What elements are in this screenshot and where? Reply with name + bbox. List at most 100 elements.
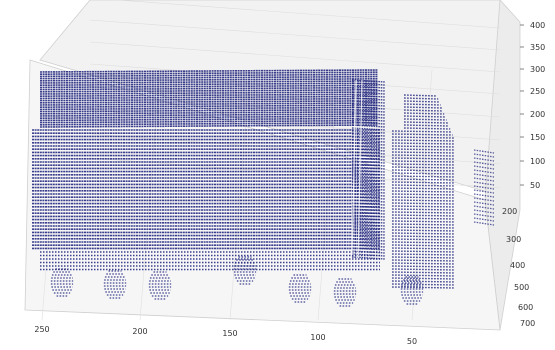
scan-line <box>351 196 386 200</box>
scan-line <box>39 124 379 128</box>
scan-line <box>39 84 379 89</box>
scan-line <box>351 238 386 242</box>
scan-line <box>351 115 386 119</box>
scan-line <box>351 226 386 230</box>
scan-line <box>351 211 386 215</box>
scan-line <box>351 106 386 110</box>
scan-line <box>473 153 495 158</box>
scan-line <box>391 142 456 145</box>
x-tick-label: 250 <box>34 325 49 334</box>
scan-line <box>391 184 456 187</box>
y-tick-label: 400 <box>510 261 525 270</box>
scan-line <box>391 283 456 286</box>
point-cloud <box>32 69 495 307</box>
scan-line <box>351 220 386 224</box>
scan-line <box>39 122 379 126</box>
scan-line <box>391 274 456 277</box>
scan-line <box>391 253 456 256</box>
scan-line <box>391 136 454 139</box>
scan-line <box>403 121 448 124</box>
scan-line <box>39 97 379 102</box>
scan-line <box>473 157 495 162</box>
scan-line <box>351 244 386 248</box>
scan-line <box>39 115 379 119</box>
scan-line <box>391 211 456 214</box>
scan-line <box>39 95 379 100</box>
scan-line <box>391 175 456 178</box>
scan-line <box>391 226 456 229</box>
scan-line <box>39 106 379 111</box>
scan-line <box>351 229 386 233</box>
scan-line <box>39 89 379 93</box>
scan-line <box>391 193 456 196</box>
scan-line <box>351 223 386 227</box>
scan-line <box>403 112 445 115</box>
z-tick-label: 200 <box>530 110 545 119</box>
scan-line <box>473 201 495 206</box>
scan-line <box>351 193 386 197</box>
scan-line <box>391 154 456 157</box>
scan-line <box>391 133 453 136</box>
scan-line <box>473 193 495 198</box>
scan-line <box>39 102 379 106</box>
scan-line <box>351 202 386 206</box>
scan-line <box>351 124 386 128</box>
scan-line <box>473 161 495 166</box>
x-tick-label: 100 <box>310 333 325 342</box>
scan-line <box>403 109 444 112</box>
scan-line <box>391 241 456 244</box>
scan-line <box>39 93 379 97</box>
scan-line <box>351 151 386 155</box>
scan-line <box>391 202 456 205</box>
scan-line <box>351 139 386 143</box>
scan-line <box>391 277 456 280</box>
scan-line <box>351 148 386 152</box>
scan-line <box>391 151 456 154</box>
scan-line <box>403 94 438 97</box>
scan-line <box>473 217 495 222</box>
z-tick-label: 100 <box>530 157 545 166</box>
scan-line <box>351 136 386 140</box>
scan-line <box>351 235 386 239</box>
scan-line <box>391 280 456 283</box>
z-tick-label: 150 <box>530 133 545 142</box>
seam-line <box>357 79 363 259</box>
scan-line <box>351 217 386 221</box>
scan-line <box>473 149 495 154</box>
scan-line <box>351 154 386 158</box>
scan-line <box>351 172 386 176</box>
scan-line <box>391 172 456 175</box>
scan-line <box>351 214 386 218</box>
scan-line <box>39 117 379 122</box>
scan-line <box>351 118 386 122</box>
scan-line <box>391 187 456 190</box>
scan-line <box>391 196 456 199</box>
scan-line <box>391 148 456 151</box>
scan-line <box>391 190 456 193</box>
scan-line <box>391 166 456 169</box>
scan-line <box>351 100 386 104</box>
scan-line <box>351 85 386 89</box>
y-tick-label: 500 <box>514 283 529 292</box>
scan-line <box>39 73 379 78</box>
scan-line <box>351 199 386 203</box>
scan-line <box>351 190 386 194</box>
grid-line <box>113 0 501 29</box>
x-tick-label: 50 <box>407 337 417 346</box>
grid-line <box>89 41 501 73</box>
scan-line <box>351 166 386 170</box>
floor-pane <box>24 59 501 331</box>
grid-line <box>89 19 501 51</box>
scan-line <box>391 205 456 208</box>
scan-line <box>39 69 379 73</box>
scan-line <box>351 178 386 182</box>
scan-line <box>351 241 386 245</box>
scan-line <box>403 103 441 106</box>
scan-line <box>351 91 386 95</box>
scan-line <box>351 157 386 161</box>
z-axis-ticks: 50 100 150 200 250 300 350 400 <box>520 21 545 190</box>
scan-line <box>351 232 386 236</box>
scan-line <box>391 256 456 259</box>
scan-line <box>351 127 386 131</box>
scan-line <box>351 97 386 101</box>
